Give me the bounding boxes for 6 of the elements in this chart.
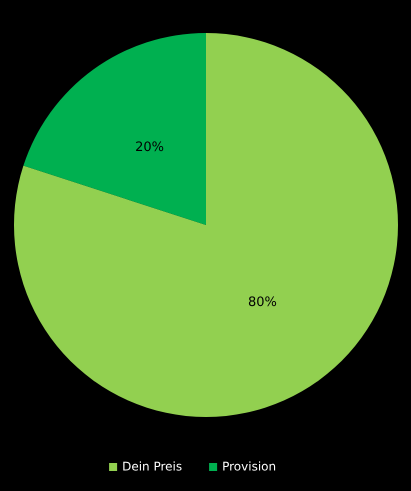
legend-label: Dein Preis	[122, 459, 182, 474]
data-label: 20%	[135, 140, 164, 155]
pie-slice	[14, 33, 398, 417]
legend-label: Provision	[222, 459, 276, 474]
data-label: 80%	[248, 295, 277, 310]
pie-slice	[23, 33, 206, 225]
